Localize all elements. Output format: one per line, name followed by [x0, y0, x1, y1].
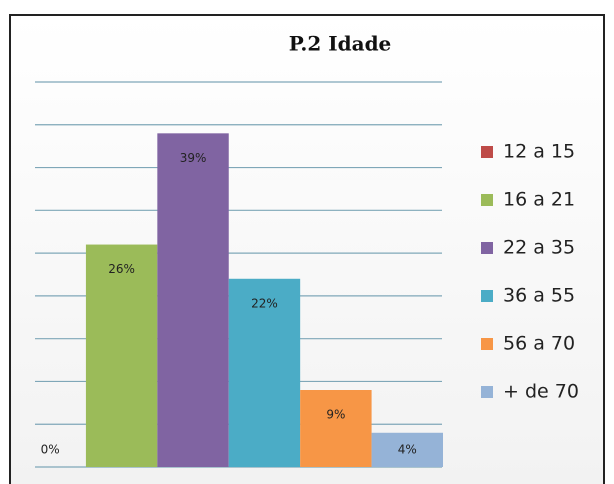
data-label: 9%: [326, 408, 345, 422]
bar: [228, 278, 301, 467]
legend-label: 16 a 21: [503, 189, 575, 211]
data-label: 26%: [108, 262, 135, 276]
legend-swatch: [481, 194, 493, 206]
legend-swatch: [481, 338, 493, 350]
chart-title: P.2 Idade: [289, 32, 392, 56]
legend-label: 12 a 15: [503, 141, 575, 163]
legend-label: 56 a 70: [503, 333, 575, 355]
data-label: 4%: [398, 443, 417, 457]
legend-swatch: [481, 242, 493, 254]
legend-swatch: [481, 290, 493, 302]
data-label: 22%: [251, 296, 278, 310]
data-label: 0%: [41, 443, 60, 457]
bar: [371, 432, 443, 467]
bar: [85, 244, 158, 467]
data-label: 39%: [180, 151, 207, 165]
legend-label: + de 70: [503, 381, 579, 403]
bar: [157, 133, 229, 468]
legend-swatch: [481, 146, 493, 158]
legend-label: 22 a 35: [503, 237, 575, 259]
bar: [300, 390, 372, 467]
legend-label: 36 a 55: [503, 285, 575, 307]
legend-swatch: [481, 386, 493, 398]
